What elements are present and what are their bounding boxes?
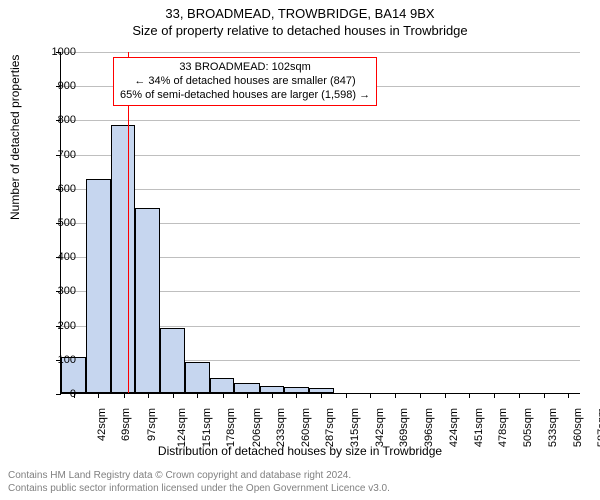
x-tick-label: 287sqm [324,408,336,447]
x-tick-label: 151sqm [201,408,213,447]
histogram-bar [260,386,285,393]
annotation-line: 65% of semi-detached houses are larger (… [120,89,370,103]
y-axis-label: Number of detached properties [8,55,22,220]
y-tick-label: 100 [36,354,76,366]
x-tick-label: 42sqm [96,408,108,441]
annotation-line: 33 BROADMEAD: 102sqm [120,61,370,75]
y-tick-label: 800 [36,114,76,126]
x-tick-label: 424sqm [449,408,461,447]
x-tick-label: 233sqm [275,408,287,447]
x-tick [321,393,322,398]
y-tick-label: 600 [36,183,76,195]
x-tick [223,393,224,398]
x-tick [445,393,446,398]
x-tick-label: 587sqm [596,408,600,447]
histogram-bar [234,383,259,393]
y-tick-label: 200 [36,320,76,332]
x-tick-label: 342sqm [374,408,386,447]
title-address: 33, BROADMEAD, TROWBRIDGE, BA14 9BX [0,0,600,21]
histogram-bar [111,125,136,393]
x-tick [272,393,273,398]
x-tick [247,393,248,398]
x-tick [494,393,495,398]
x-tick-label: 315sqm [350,408,362,447]
x-tick-label: 533sqm [547,408,559,447]
grid-line [61,189,580,190]
x-tick-label: 369sqm [399,408,411,447]
footer-line2: Contains public sector information licen… [8,483,390,496]
x-tick [148,393,149,398]
x-tick [296,393,297,398]
x-tick [346,393,347,398]
x-tick [519,393,520,398]
annotation-line: ← 34% of detached houses are smaller (84… [120,75,370,89]
histogram-bar [185,362,210,393]
x-tick [173,393,174,398]
footer-line1: Contains HM Land Registry data © Crown c… [8,470,390,483]
histogram-bar [210,378,235,393]
x-tick-label: 396sqm [423,408,435,447]
grid-line [61,120,580,121]
x-tick-label: 97sqm [146,408,158,441]
y-tick-label: 300 [36,285,76,297]
x-tick-label: 260sqm [300,408,312,447]
y-tick-label: 900 [36,80,76,92]
grid-line [61,52,580,53]
x-tick-label: 178sqm [225,408,237,447]
x-tick [124,393,125,398]
y-tick-label: 700 [36,149,76,161]
x-tick [469,393,470,398]
histogram-bar [135,208,160,393]
x-tick-label: 69sqm [120,408,132,441]
x-tick [197,393,198,398]
x-tick-label: 505sqm [522,408,534,447]
annotation-box: 33 BROADMEAD: 102sqm← 34% of detached ho… [113,57,377,106]
y-tick-label: 0 [36,388,76,400]
y-tick-label: 500 [36,217,76,229]
x-tick-label: 206sqm [251,408,263,447]
x-tick [568,393,569,398]
footer-attribution: Contains HM Land Registry data © Crown c… [8,470,390,495]
x-tick [420,393,421,398]
x-tick-label: 124sqm [176,408,188,447]
histogram-plot: 33 BROADMEAD: 102sqm← 34% of detached ho… [60,52,580,394]
x-tick [98,393,99,398]
y-tick-label: 1000 [36,46,76,58]
histogram-bar [86,179,111,393]
x-tick [370,393,371,398]
grid-line [61,155,580,156]
x-tick-label: 560sqm [572,408,584,447]
y-tick-label: 400 [36,251,76,263]
x-tick-label: 451sqm [473,408,485,447]
histogram-bar [160,328,185,393]
x-tick-label: 478sqm [498,408,510,447]
title-subtitle: Size of property relative to detached ho… [0,21,600,38]
x-tick [395,393,396,398]
x-tick [544,393,545,398]
